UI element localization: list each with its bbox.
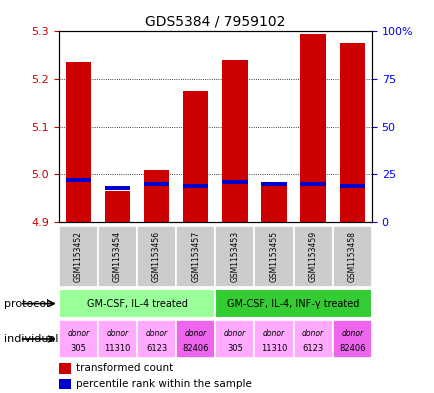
Text: donor: donor	[341, 329, 362, 338]
Bar	[300, 34, 325, 222]
Bar	[183, 91, 208, 222]
Bar	[176, 320, 215, 358]
Text: donor: donor	[263, 329, 284, 338]
Text: percentile rank within the sample: percentile rank within the sample	[76, 379, 251, 389]
Bar	[66, 178, 91, 182]
Text: donor: donor	[302, 329, 323, 338]
Bar	[98, 226, 137, 287]
Bar	[176, 226, 215, 287]
Bar	[300, 182, 325, 186]
Text: GSM1153455: GSM1153455	[269, 231, 278, 282]
Bar	[66, 62, 91, 222]
Text: GSM1153458: GSM1153458	[347, 231, 356, 282]
Text: 11310: 11310	[260, 344, 286, 353]
Text: 305: 305	[227, 344, 242, 353]
Text: 305: 305	[70, 344, 86, 353]
Text: GSM1153454: GSM1153454	[113, 231, 122, 282]
Bar	[59, 379, 71, 389]
Text: GM-CSF, IL-4, INF-γ treated: GM-CSF, IL-4, INF-γ treated	[227, 299, 359, 309]
Text: individual: individual	[4, 334, 59, 344]
Bar	[215, 226, 254, 287]
Bar	[254, 320, 293, 358]
Bar	[98, 320, 137, 358]
Text: GSM1153452: GSM1153452	[74, 231, 82, 282]
Bar	[261, 182, 286, 222]
Bar	[332, 320, 371, 358]
Text: donor: donor	[67, 329, 89, 338]
Text: GSM1153453: GSM1153453	[230, 231, 239, 282]
Bar	[254, 226, 293, 287]
Bar	[137, 226, 176, 287]
Bar	[105, 186, 130, 190]
Bar	[59, 320, 98, 358]
Text: GM-CSF, IL-4 treated: GM-CSF, IL-4 treated	[86, 299, 187, 309]
Text: 6123: 6123	[146, 344, 167, 353]
Text: donor: donor	[184, 329, 206, 338]
Bar	[59, 226, 98, 287]
Bar	[222, 60, 247, 222]
Text: protocol: protocol	[4, 299, 49, 309]
Text: 6123: 6123	[302, 344, 323, 353]
Bar	[339, 184, 364, 188]
Bar	[144, 182, 169, 186]
Bar	[137, 320, 176, 358]
Text: 11310: 11310	[104, 344, 130, 353]
Text: donor: donor	[145, 329, 167, 338]
Bar	[215, 320, 254, 358]
Bar	[293, 226, 332, 287]
Bar	[144, 170, 169, 222]
Title: GDS5384 / 7959102: GDS5384 / 7959102	[145, 15, 285, 29]
Bar	[261, 182, 286, 186]
Text: donor: donor	[106, 329, 128, 338]
Bar	[332, 226, 371, 287]
Bar	[183, 184, 208, 188]
Text: GSM1153457: GSM1153457	[191, 231, 200, 282]
Bar	[59, 363, 71, 373]
Text: GSM1153459: GSM1153459	[308, 231, 317, 282]
Bar	[59, 289, 215, 318]
Bar	[105, 191, 130, 222]
Text: donor: donor	[224, 329, 245, 338]
Bar	[215, 289, 371, 318]
Text: 82406: 82406	[182, 344, 208, 353]
Bar	[339, 43, 364, 222]
Text: transformed count: transformed count	[76, 363, 173, 373]
Text: GSM1153456: GSM1153456	[152, 231, 161, 282]
Text: 82406: 82406	[339, 344, 365, 353]
Bar	[222, 180, 247, 184]
Bar	[293, 320, 332, 358]
